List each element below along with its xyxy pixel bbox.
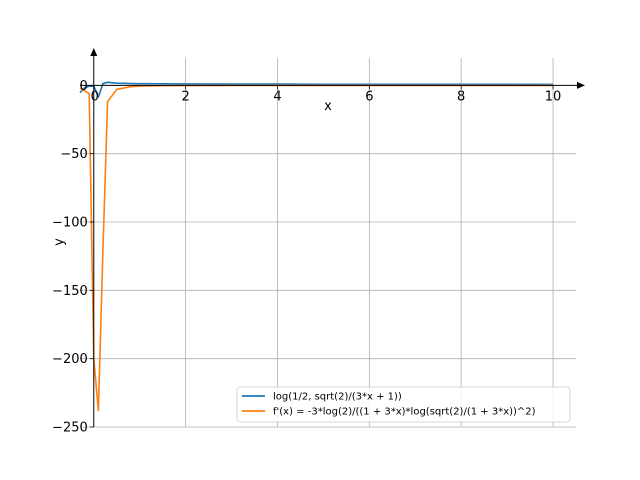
legend-label: log(1/2, sqrt(2)/(3*x + 1)) (273, 392, 402, 403)
legend-box (236, 386, 571, 423)
y-tick-label: −100 (52, 216, 88, 231)
y-tick-label: −200 (52, 352, 88, 367)
series-line-1 (79, 81, 554, 98)
x-axis-label: x (324, 99, 332, 114)
x-tick-label: 8 (457, 89, 465, 104)
x-tick-label: 2 (181, 89, 189, 104)
y-tick-label: −50 (60, 147, 87, 162)
y-axis-arrow (90, 48, 98, 56)
x-tick-label: 6 (365, 89, 373, 104)
axes (80, 48, 585, 427)
y-tick-label: −250 (52, 421, 88, 436)
y-tick-label: −150 (52, 284, 88, 299)
legend-label: f'(x) = -3*log(2)/((1 + 3*x)*log(sqrt(2)… (273, 407, 536, 418)
x-tick-label: 10 (545, 89, 562, 104)
x-tick-label: 4 (273, 89, 281, 104)
x-tick-label: 0 (91, 89, 99, 104)
x-axis-arrow (577, 81, 585, 89)
y-tick-label: 0 (79, 79, 87, 94)
y-axis-label: y (52, 238, 67, 246)
ticks: 0 2 4 6 8 10 0 −50 −100 −150 −200 −250 (52, 79, 561, 436)
grid (80, 58, 576, 428)
legend: log(1/2, sqrt(2)/(3*x + 1)) f'(x) = -3*lo… (236, 386, 571, 423)
